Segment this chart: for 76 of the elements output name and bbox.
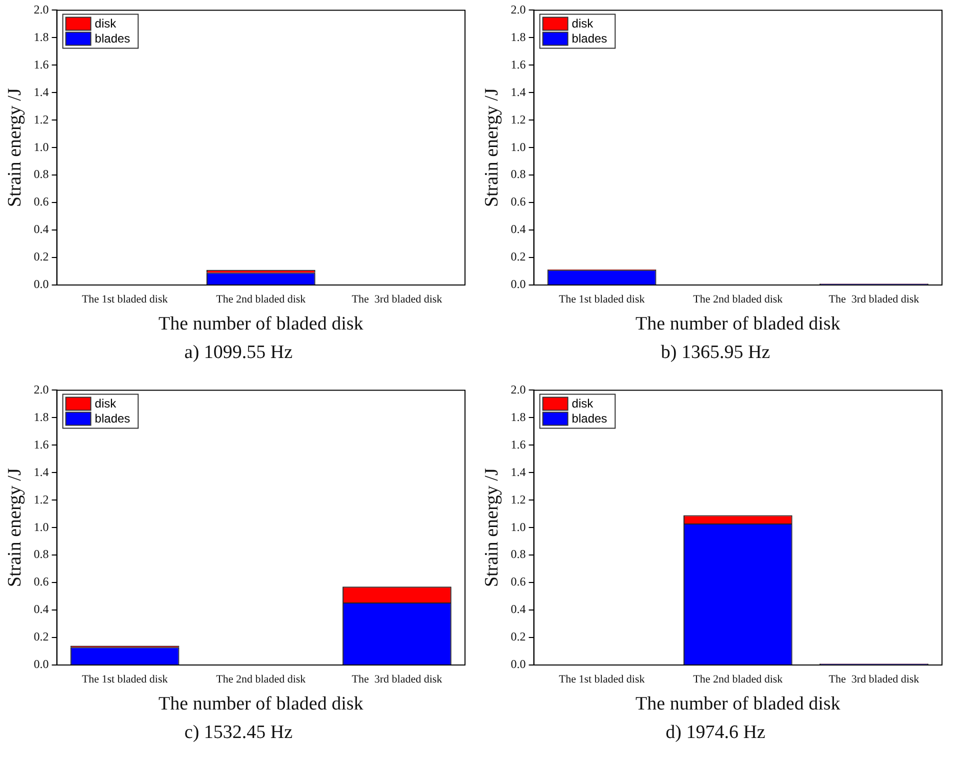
x-tick-label: The 1st bladed disk	[558, 673, 646, 686]
y-tick-label: 1.6	[34, 437, 49, 452]
y-tick-label: 0.2	[510, 250, 526, 264]
x-tick-label: The 2nd bladed disk	[693, 293, 784, 306]
y-tick-label: 1.8	[510, 30, 526, 44]
y-tick-label: 0.2	[34, 250, 49, 264]
x-tick-label: The 2nd bladed disk	[693, 673, 784, 686]
y-tick-label: 0.4	[34, 222, 49, 236]
y-tick-label: 1.8	[34, 30, 49, 44]
y-tick-label: 0.2	[34, 630, 49, 644]
y-tick-label: 1.6	[34, 57, 49, 72]
y-tick-label: 0.4	[34, 602, 49, 616]
x-tick-label: The 1st bladed disk	[82, 673, 168, 686]
y-tick-label: 1.2	[510, 492, 526, 506]
y-tick-label: 0.6	[510, 194, 526, 209]
x-axis-title: The number of bladed disk	[636, 694, 841, 715]
y-tick-label: 0.0	[34, 277, 49, 292]
y-axis-title: Strain energy /J	[481, 88, 502, 208]
x-tick-label: The 1st bladed disk	[558, 293, 646, 306]
x-tick-label: The 3rd bladed disk	[828, 293, 920, 306]
y-tick-label: 0.8	[510, 547, 526, 562]
x-tick-label: The 3rd bladed disk	[828, 673, 920, 686]
x-tick-label: The 3rd bladed disk	[352, 293, 443, 306]
text: a) 1099.55 Hz	[183, 342, 294, 364]
y-tick-label: 0.0	[34, 657, 49, 672]
x-axis-title: The number of bladed disk	[636, 314, 841, 335]
y-tick-label: 1.4	[510, 84, 526, 99]
x-tick-label: The 2nd bladed disk	[216, 293, 306, 306]
y-tick-label: 1.2	[510, 112, 526, 126]
x-axis-title: The number of bladed disk	[158, 314, 364, 335]
y-tick-label: 1.0	[510, 140, 526, 154]
legend-label: disk	[94, 396, 118, 411]
y-tick-label: 1.4	[34, 84, 49, 99]
y-axis-title: Strain energy /J	[4, 468, 26, 588]
y-tick-label: 0.4	[510, 602, 526, 616]
text: d) 1974.6 Hz	[664, 722, 766, 744]
y-tick-label: 0.8	[34, 547, 49, 562]
y-tick-label: 2.0	[510, 2, 526, 16]
legend-label: blades	[94, 412, 130, 426]
y-tick-label: 1.2	[34, 492, 49, 506]
x-axis-title: The number of bladed disk	[158, 694, 364, 715]
y-tick-label: 1.0	[510, 520, 526, 534]
y-tick-label: 0.8	[510, 167, 526, 182]
y-tick-label: 0.6	[34, 574, 49, 589]
y-tick-label: 1.2	[34, 112, 49, 126]
y-tick-label: 1.4	[34, 464, 49, 479]
y-tick-label: 1.0	[34, 140, 49, 154]
y-axis-title: Strain energy /J	[481, 468, 502, 588]
x-tick-label: The 3rd bladed disk	[352, 673, 443, 686]
text: c) 1532.45 Hz	[183, 722, 294, 744]
legend-label: disk	[572, 396, 594, 411]
y-tick-label: 0.6	[34, 194, 49, 209]
text: b) 1365.95 Hz	[660, 342, 772, 364]
y-tick-label: 0.6	[510, 574, 526, 589]
y-tick-label: 2.0	[34, 382, 49, 396]
y-tick-label: 0.0	[510, 657, 526, 672]
y-axis-title: Strain energy /J	[4, 88, 26, 208]
y-tick-label: 0.4	[510, 222, 526, 236]
y-tick-label: 1.8	[510, 410, 526, 424]
y-tick-label: 1.0	[34, 520, 49, 534]
x-tick-label: The 1st bladed disk	[82, 293, 168, 306]
legend-label: disk	[572, 16, 594, 31]
legend-label: blades	[94, 32, 130, 46]
y-tick-label: 0.8	[34, 167, 49, 182]
legend-label: disk	[94, 16, 118, 31]
y-tick-label: 1.6	[510, 57, 526, 72]
y-tick-label: 2.0	[510, 382, 526, 396]
y-tick-label: 1.4	[510, 464, 526, 479]
y-tick-label: 1.8	[34, 410, 49, 424]
y-tick-label: 0.0	[510, 277, 526, 292]
x-tick-label: The 2nd bladed disk	[216, 673, 306, 686]
legend-label: blades	[572, 412, 608, 426]
legend-label: blades	[572, 32, 608, 46]
y-tick-label: 2.0	[34, 2, 49, 16]
y-tick-label: 1.6	[510, 437, 526, 452]
y-tick-label: 0.2	[510, 630, 526, 644]
